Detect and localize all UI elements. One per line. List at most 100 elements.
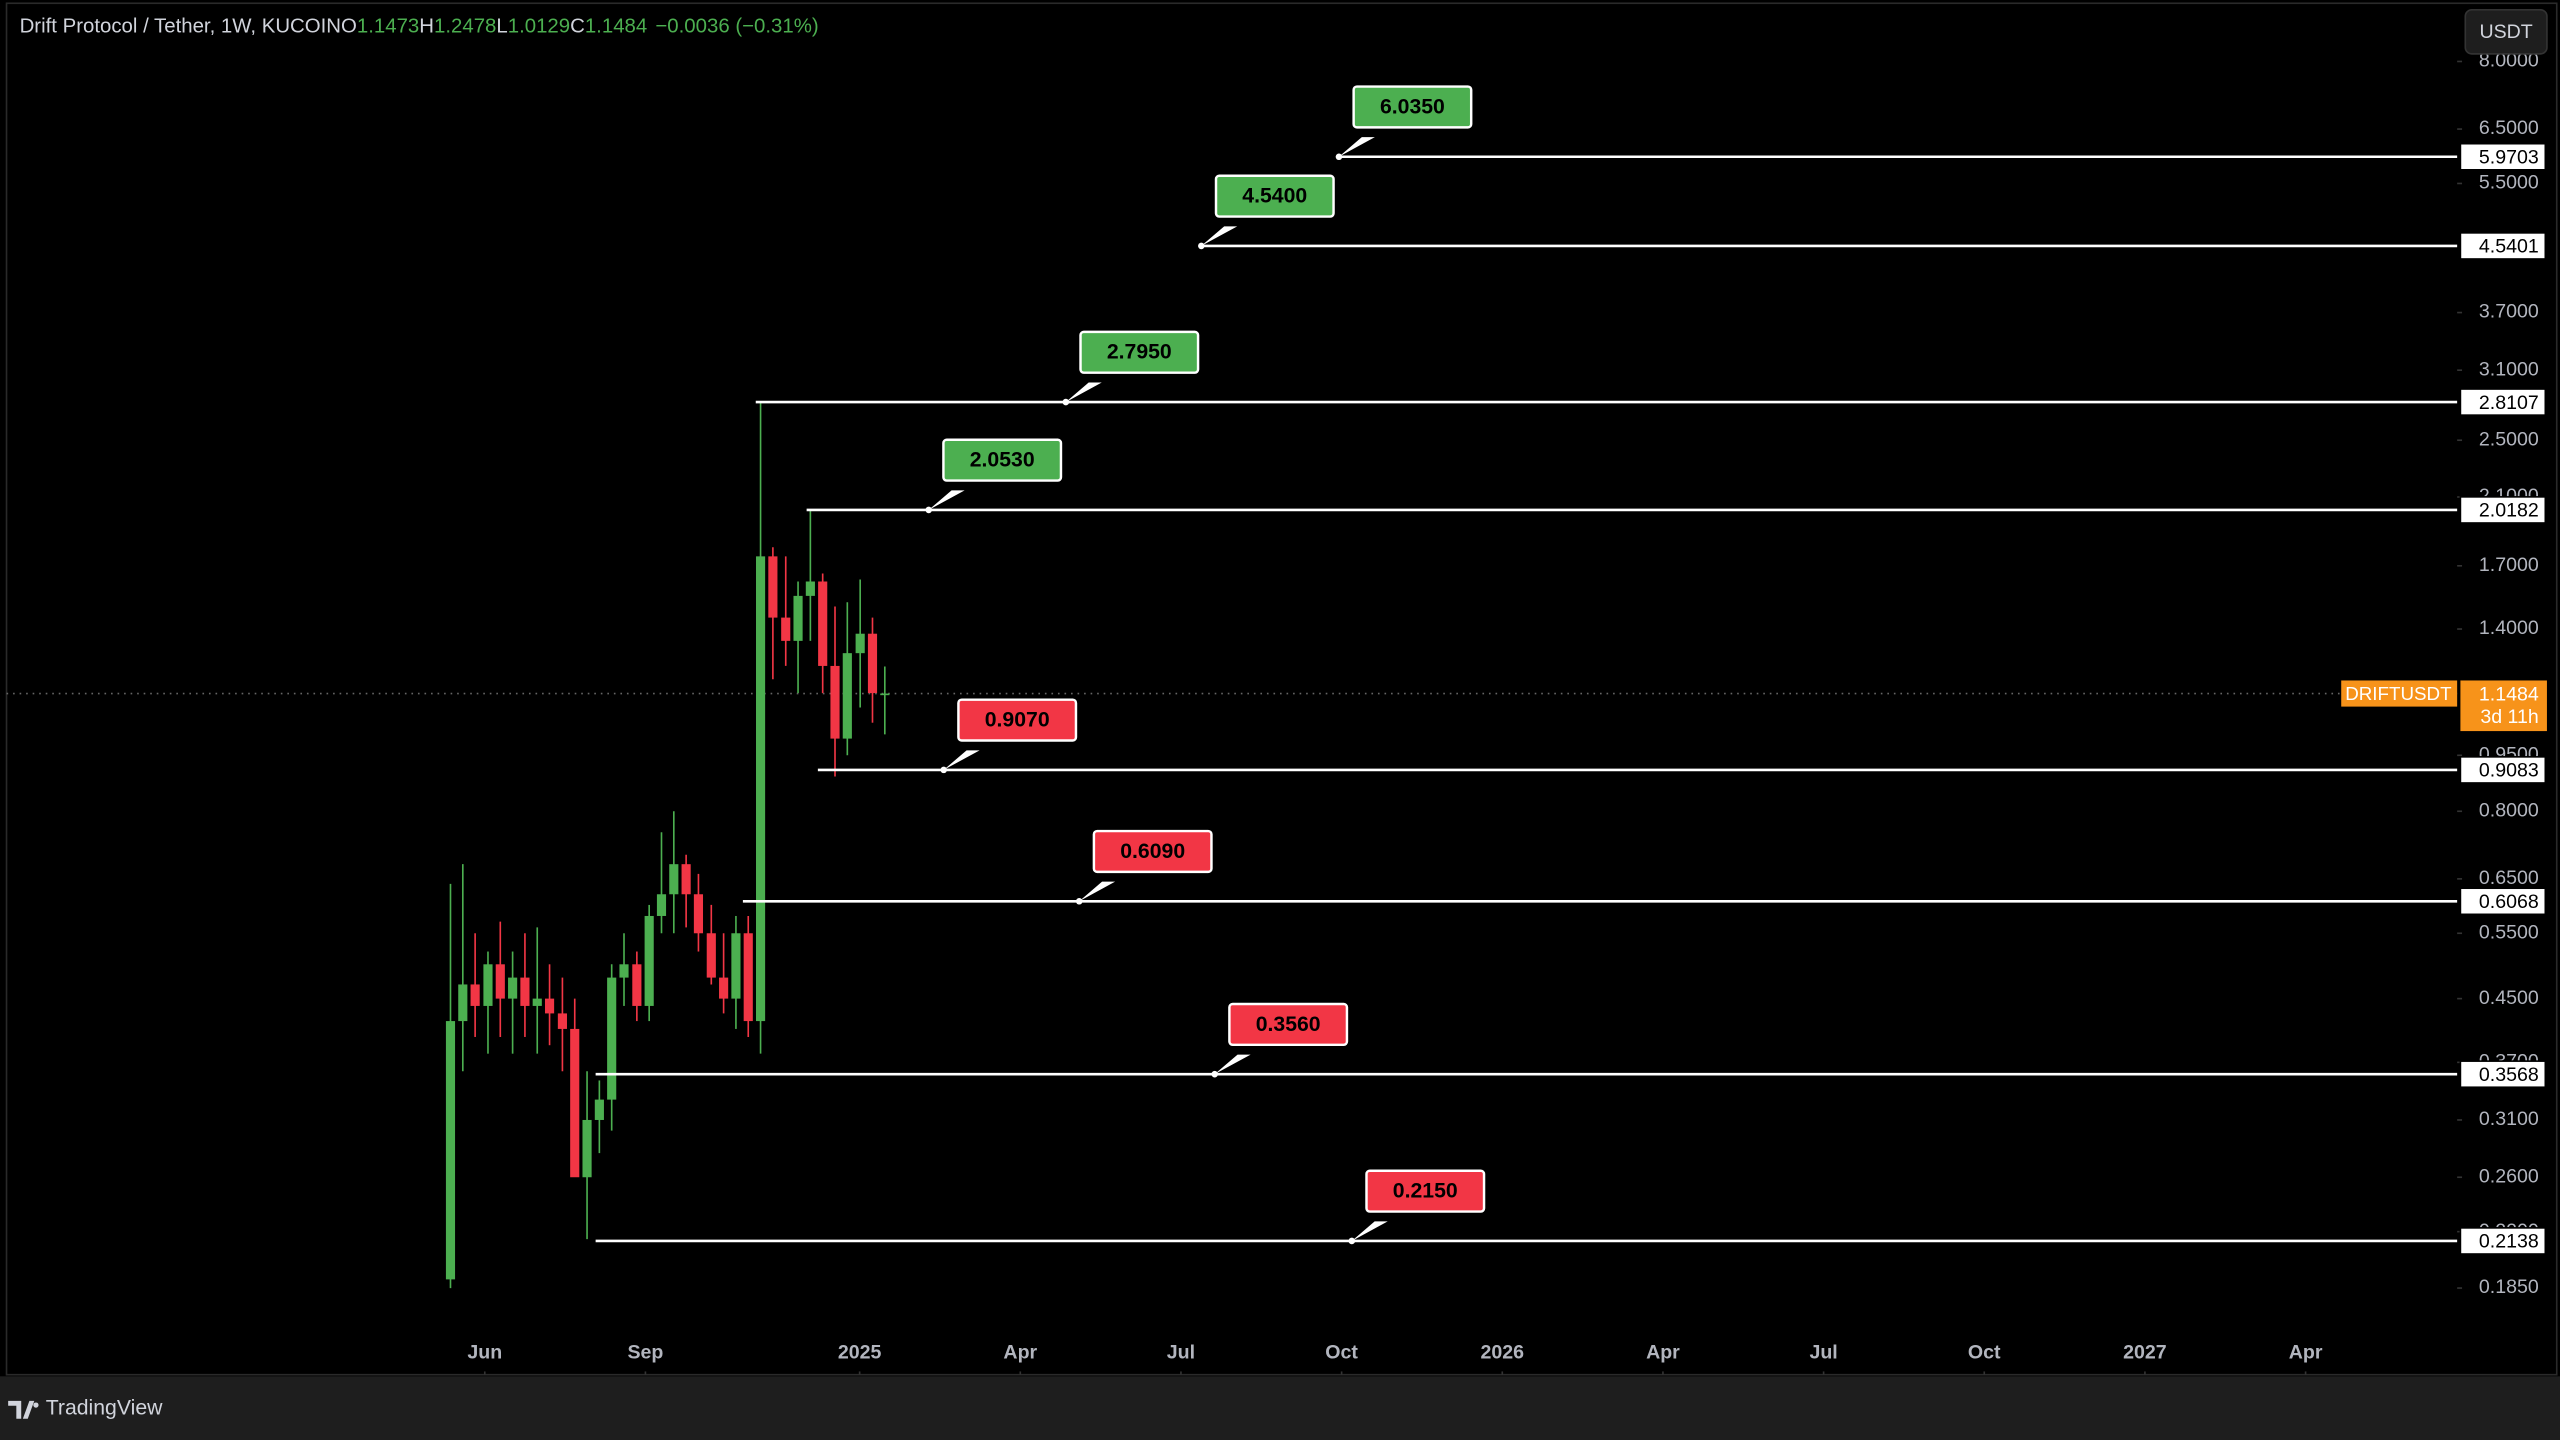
ohlc-value: 1.2478 [434,16,496,38]
y-tick-label: 6.5000 [2479,117,2539,139]
x-tick-label: Sep [627,1342,663,1364]
candle-body [495,964,505,999]
callout-tail [928,490,965,510]
callout-tail [1201,226,1238,246]
countdown: 3d 11h [2480,706,2538,728]
currency-button [2464,8,2548,55]
level-value-box [2459,887,2547,916]
candle-body [632,964,642,1006]
callout-tail [943,750,980,770]
callout-box [957,698,1078,742]
candle-body [582,1119,592,1178]
candle-body [681,864,691,895]
y-tick-label: 1.7000 [2479,554,2539,576]
candle-body [755,556,766,1022]
callout-box [1214,174,1335,218]
footer-bar [0,1376,2560,1440]
ohlc-label: H [419,16,434,38]
candle-body [693,894,704,934]
candle-body [743,933,753,1022]
symbol-label: DRIFTUSDT [2345,683,2452,704]
callout-label: 0.9070 [985,709,1050,732]
ohlc-value: 1.1484 [585,16,647,38]
candle-body [706,933,716,978]
candle-body [656,894,667,916]
callout-anchor [1211,1070,1218,1078]
candle-body [557,1013,567,1029]
level-value-box [2459,388,2547,416]
callout-label: 2.7950 [1107,341,1172,364]
candle-body [570,1028,580,1178]
callout-anchor [1198,242,1205,250]
y-tick-label: 1.4000 [2479,617,2539,639]
y-tick-label: 3.7000 [2479,301,2539,323]
level-value-box [2459,756,2547,784]
candle-body [818,581,828,666]
plot-layer: 8.00006.50005.50003.70003.10002.50002.10… [6,8,2548,1375]
level-value-label: 4.5401 [2479,236,2539,258]
callout-box [1079,330,1200,374]
candle-body [768,556,778,618]
candle-body [855,633,865,654]
candle-body [793,595,803,641]
callout-anchor [940,766,947,774]
candle-body [867,633,878,694]
callout-label: 0.2150 [1393,1180,1458,1203]
candle-body [594,1099,604,1120]
header-title: Drift Protocol / Tether, 1W, KUCOIN [20,16,341,38]
candle-body [719,977,729,999]
ohlc-label: C [570,16,585,38]
y-tick-label: 0.6500 [2479,867,2539,889]
callout-tail [1351,1221,1388,1241]
brand: TradingView [46,1397,163,1420]
y-tick-label: 0.1850 [2479,1276,2539,1298]
candle-body [842,653,852,739]
callout-anchor [1348,1237,1356,1245]
callout-anchor [1075,897,1083,905]
ohlc-label: L [496,16,507,38]
callout-box [1228,1002,1349,1047]
candle-body [508,977,518,999]
level-value-label: 0.2138 [2479,1231,2539,1253]
candle-body [781,617,791,641]
candle-body [483,964,493,1006]
level-value-label: 0.9083 [2479,760,2539,782]
candle-body [520,977,530,1006]
candle-body [731,933,741,999]
callout-box [942,438,1063,482]
y-tick-label: 0.5500 [2479,921,2539,943]
level-value-box [2459,232,2547,260]
level-value-label: 5.9703 [2479,147,2539,169]
callout-anchor [1335,153,1343,161]
candle-body [470,984,480,1006]
ohlc-label: O [341,16,357,38]
x-tick-label: Jun [467,1342,502,1364]
level-value-box [2459,496,2547,524]
candle-body [830,665,840,739]
callout-tail [1214,1054,1251,1075]
currency-label: USDT [2479,21,2532,43]
header: Drift Protocol / Tether, 1W, KUCOINO 1.14… [20,16,819,38]
y-tick-label: 5.5000 [2479,172,2539,194]
level-value-box [2459,142,2547,171]
level-value-label: 0.3568 [2479,1064,2539,1086]
x-tick-label: Jul [1167,1342,1195,1364]
candle-body [669,864,679,895]
x-tick-label: Oct [1968,1342,2001,1364]
y-tick-label: 0.3100 [2479,1108,2539,1130]
candle-body [445,1021,456,1280]
callout-label: 4.5400 [1242,185,1307,208]
callout-anchor [925,506,932,514]
brand-logo [8,1400,39,1419]
candle-body [607,977,617,1100]
candle-body [880,693,890,696]
level-value-label: 0.6068 [2479,891,2539,913]
last-price-box [2460,680,2547,732]
y-tick-label: 0.4500 [2479,987,2539,1009]
level-value-box [2459,1227,2547,1255]
logo-shape [8,1400,39,1419]
x-tick-label: Jul [1809,1342,1837,1364]
y-tick-label: 8.0000 [2479,50,2539,72]
